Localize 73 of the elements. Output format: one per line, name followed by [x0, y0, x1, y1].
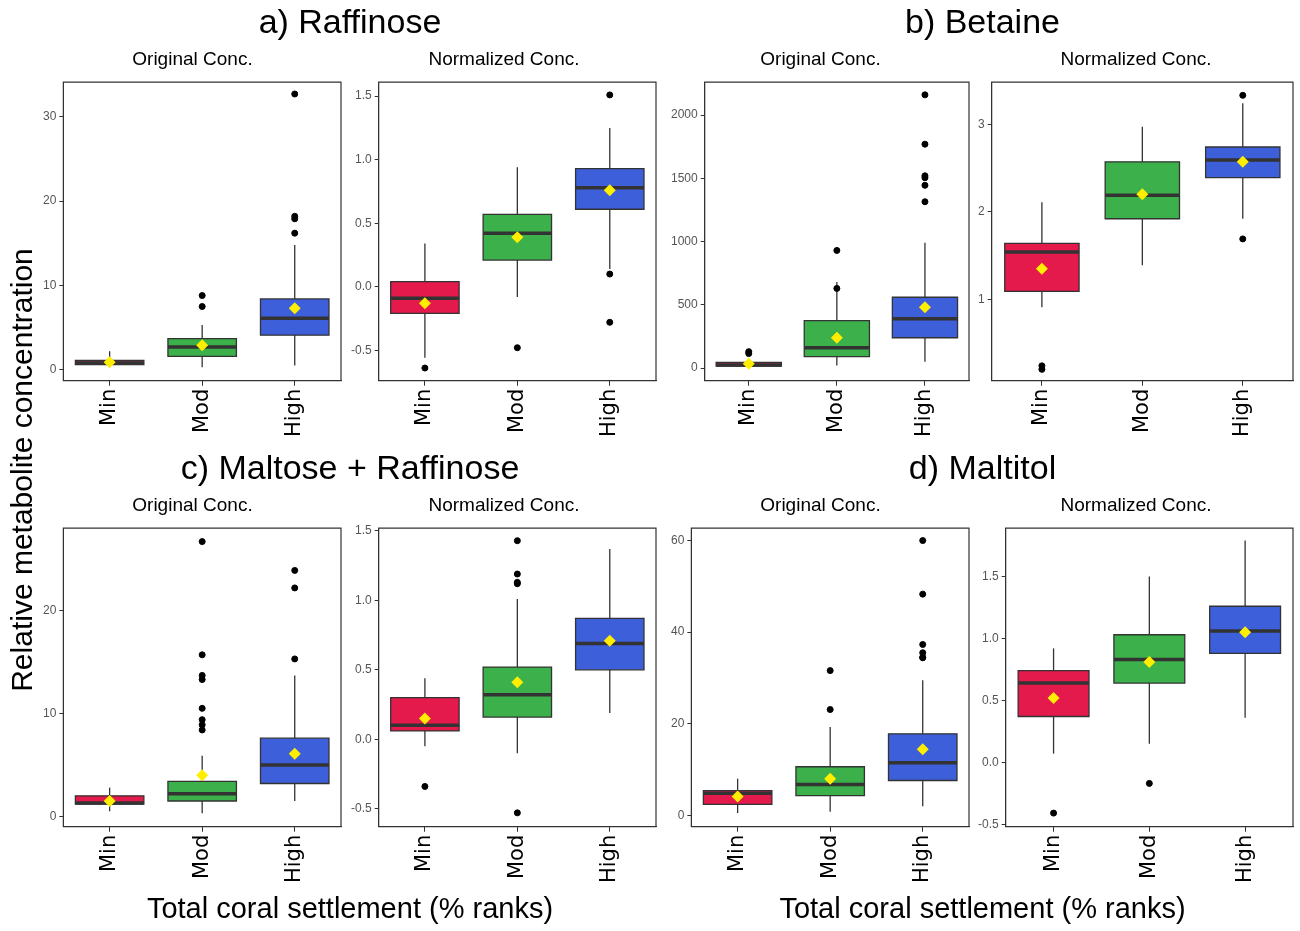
y-tick-label: 0.0	[354, 279, 372, 294]
y-tick-label: 1.0	[981, 630, 999, 645]
x-tick-label: Min	[735, 388, 760, 426]
y-tick-label: 2	[977, 204, 985, 219]
y-tick-label: 20	[42, 193, 57, 208]
x-axis-title: Total coral settlement (% ranks)	[145, 892, 555, 925]
chart-title: b) Betaine	[904, 2, 1061, 41]
y-tick-label: 0	[677, 807, 685, 822]
y-tick-label: 2000	[670, 107, 699, 122]
x-tick-label: Min	[1028, 388, 1053, 426]
y-tick-label: -0.5	[977, 816, 999, 831]
y-tick-label: 1	[977, 291, 985, 306]
y-tick-label: 20	[42, 602, 57, 617]
y-tick-label: 1.5	[981, 568, 999, 583]
x-tick-label: High	[909, 834, 934, 883]
y-axis-title: Relative metabolite concentration	[5, 248, 39, 692]
y-tick-label: 20	[670, 716, 685, 731]
y-tick-label: 60	[670, 532, 685, 547]
y-tick-label: -0.5	[350, 342, 372, 357]
y-tick-label: 0.5	[354, 662, 372, 677]
x-tick-label: Mod	[816, 834, 841, 880]
x-tick-label: High	[281, 834, 306, 883]
chart-subtitle: Original Conc.	[759, 48, 882, 70]
y-tick-label: 0.0	[354, 731, 372, 746]
y-tick-label: 1000	[670, 233, 699, 248]
y-tick-label: 0	[691, 360, 699, 375]
x-tick-label: High	[1231, 834, 1256, 883]
x-tick-label: High	[596, 834, 621, 883]
chart-subtitle: Normalized Conc.	[427, 48, 581, 70]
x-tick-label: High	[281, 388, 306, 437]
chart-title: d) Maltitol	[907, 448, 1058, 487]
x-tick-label: Min	[1040, 834, 1065, 872]
x-tick-label: Mod	[188, 834, 213, 880]
y-tick-label: 40	[670, 624, 685, 639]
x-tick-label: Mod	[823, 388, 848, 434]
y-tick-label: 1500	[670, 170, 699, 185]
y-tick-label: 0.5	[354, 215, 372, 230]
x-tick-label: Mod	[188, 388, 213, 434]
y-tick-label: 0	[49, 362, 57, 377]
y-tick-label: 1.0	[354, 592, 372, 607]
x-tick-label: Min	[411, 834, 436, 872]
y-tick-label: 0	[49, 808, 57, 823]
chart-subtitle: Normalized Conc.	[1059, 494, 1213, 516]
x-axis-title: Total coral settlement (% ranks)	[778, 892, 1187, 925]
y-tick-label: 500	[677, 297, 699, 312]
y-tick-label: 10	[42, 705, 57, 720]
y-tick-label: 1.5	[354, 523, 372, 538]
x-tick-label: Mod	[503, 388, 528, 434]
chart-subtitle: Original Conc.	[759, 494, 882, 516]
x-tick-label: Mod	[1135, 834, 1160, 880]
y-tick-label: 30	[42, 109, 57, 124]
chart-title: c) Maltose + Raffinose	[179, 448, 521, 487]
y-tick-label: 0.0	[981, 754, 999, 769]
x-tick-label: Min	[411, 388, 436, 426]
chart-title: a) Raffinose	[257, 2, 443, 41]
x-tick-label: Min	[96, 388, 121, 426]
x-tick-label: Min	[724, 834, 749, 872]
chart-subtitle: Original Conc.	[131, 48, 254, 70]
chart-subtitle: Original Conc.	[131, 494, 254, 516]
x-tick-label: Min	[96, 834, 121, 872]
y-tick-label: 10	[42, 277, 57, 292]
x-tick-label: High	[911, 388, 936, 437]
x-tick-label: High	[1229, 388, 1254, 437]
y-tick-label: 1.5	[354, 88, 372, 103]
y-tick-label: 1.0	[354, 152, 372, 166]
y-tick-label: -0.5	[350, 801, 372, 815]
chart-subtitle: Normalized Conc.	[1059, 48, 1213, 70]
x-tick-label: High	[596, 388, 621, 437]
x-tick-label: Mod	[503, 834, 528, 880]
chart-subtitle: Normalized Conc.	[427, 494, 581, 516]
y-tick-label: 0.5	[981, 692, 999, 707]
y-tick-label: 3	[977, 116, 985, 131]
x-tick-label: Mod	[1128, 388, 1153, 434]
